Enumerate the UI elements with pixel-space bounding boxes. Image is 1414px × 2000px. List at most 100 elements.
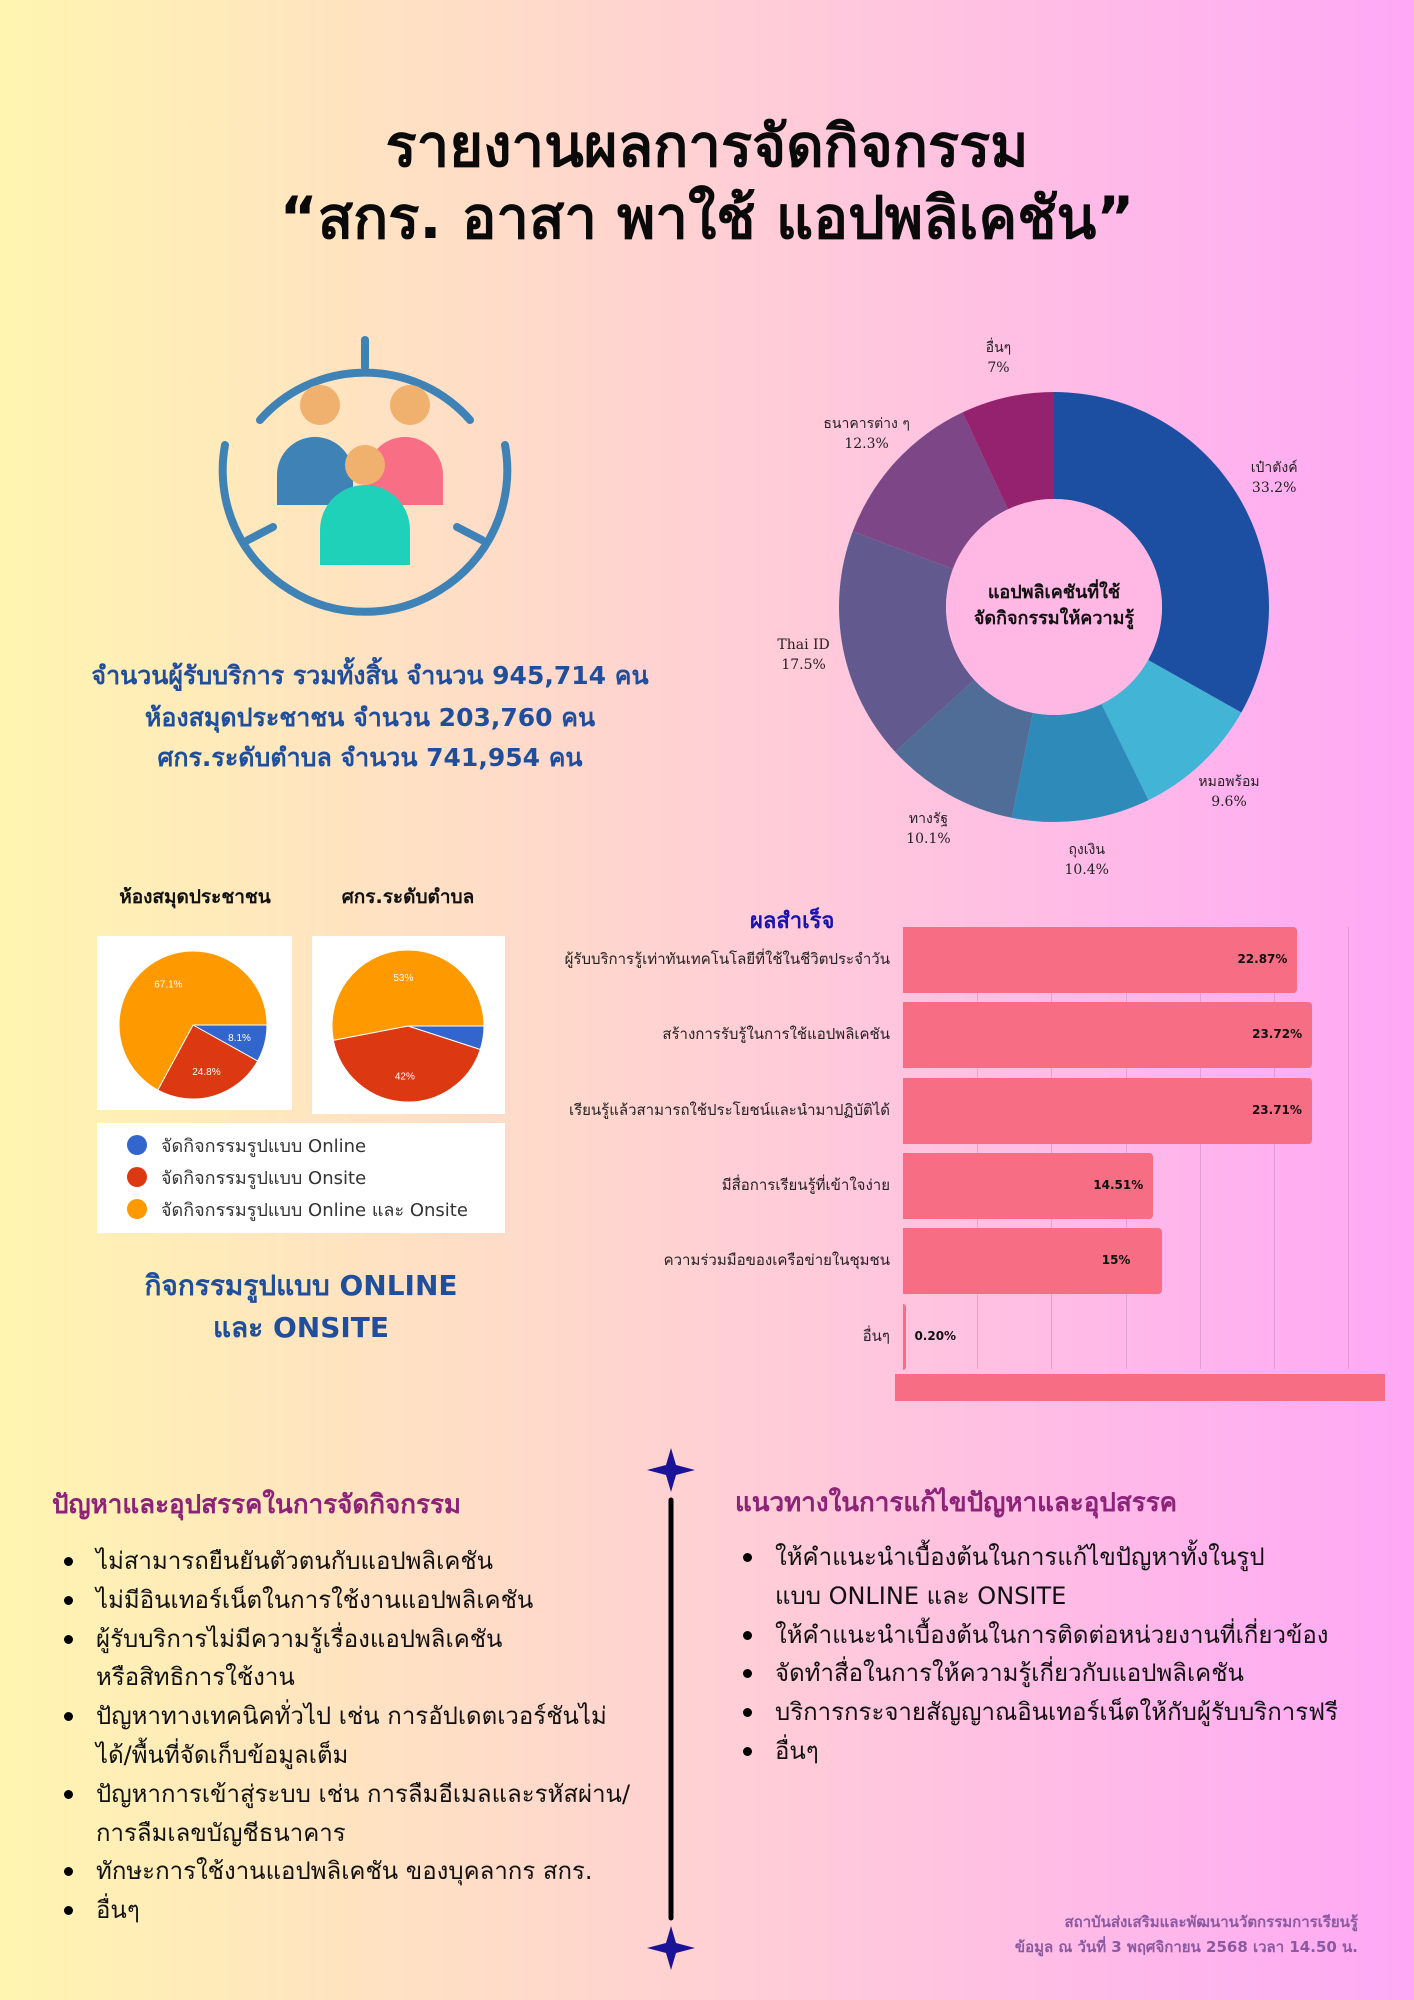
legend-item-both: จัดกิจกรรมรูปแบบ Online และ Onsite xyxy=(97,1193,505,1225)
slice-value: 33.2% xyxy=(1251,480,1297,497)
pie-slice-label: 24.8% xyxy=(192,1067,220,1078)
problem-item: อื่นๆ xyxy=(56,1891,646,1930)
mode-title-line2: และ ONSITE xyxy=(212,1311,390,1344)
donut-slice-label: Thai ID 17.5% xyxy=(734,635,874,675)
gridline xyxy=(1051,927,1053,1369)
mode-legend: จัดกิจกรรมรูปแบบ Online จัดกิจกรรมรูปแบบ… xyxy=(97,1123,505,1233)
problem-item: ไม่สามารถยืนยันตัวตนกับแอปพลิเคชัน xyxy=(56,1542,646,1581)
slice-name: Thai ID xyxy=(777,637,830,654)
bar xyxy=(903,927,1298,993)
pie-slice-label: 42% xyxy=(395,1071,415,1082)
problem-item: ทักษะการใช้งานแอปพลิเคชัน ของบุคลากร สกร… xyxy=(56,1852,646,1891)
donut-center-line2: จัดกิจกรรมให้ความรู้ xyxy=(973,608,1135,629)
legend-label: จัดกิจกรรมรูปแบบ Onsite xyxy=(161,1167,367,1189)
legend-item-online: จัดกิจกรรมรูปแบบ Online xyxy=(97,1129,505,1161)
bar-value-label: 14.51% xyxy=(1093,1177,1144,1192)
pie-slice-label: 67.1% xyxy=(154,980,182,991)
bar xyxy=(903,1228,1162,1295)
vertical-divider xyxy=(647,1448,695,1970)
donut-chart xyxy=(839,392,1269,822)
pie-slice-label: 53% xyxy=(393,973,413,984)
footer-date: ข้อมูล ณ วันที่ 3 พฤศจิกายน 2568 เวลา 14… xyxy=(1014,1938,1358,1956)
pie-slice xyxy=(118,950,268,1091)
bar-category-label: ความร่วมมือของเครือข่ายในชุมชน xyxy=(663,1251,890,1270)
slice-value: 17.5% xyxy=(781,657,826,674)
donut-slice xyxy=(895,679,1033,818)
slice-value: 10.1% xyxy=(906,830,951,847)
mode-title-line1: กิจกรรมรูปแบบ ONLINE xyxy=(144,1269,458,1302)
solution-item: ให้คำแนะนำเบื้องต้นในการติดต่อหน่วยงานที… xyxy=(735,1616,1375,1655)
bar-category-label: สร้างการรับรู้ในการใช้แอปพลิเคชัน xyxy=(662,1025,890,1044)
pie-slice xyxy=(331,949,485,1041)
people-group-icon xyxy=(218,336,512,616)
bar xyxy=(903,1077,1312,1144)
mini-pies: 8.1% 24.8% 67.1% 42% 53% xyxy=(118,949,485,1103)
solutions-list: ให้คำแนะนำเบื้องต้นในการแก้ไขปัญหาทั้งใน… xyxy=(735,1538,1375,1771)
problem-item: ปัญหาทางเทคนิคทั่วไป เช่น การอัปเดตเวอร์… xyxy=(56,1697,616,1775)
donut-slice-label: ธนาคารต่าง ๆ 12.3% xyxy=(797,414,937,454)
solution-item: อื่นๆ xyxy=(735,1732,1375,1771)
star-icon xyxy=(647,1926,695,1970)
legend-dot xyxy=(127,1167,147,1187)
footer: สถาบันส่งเสริมและพัฒนานวัตกรรมการเรียนรู… xyxy=(754,1910,1358,1960)
footer-org: สถาบันส่งเสริมและพัฒนานวัตกรรมการเรียนรู… xyxy=(1064,1913,1358,1931)
donut-slice xyxy=(852,412,1009,570)
page-title-line1: รายงานผลการจัดกิจกรรม xyxy=(385,112,1029,180)
slice-value: 9.6% xyxy=(1211,794,1247,811)
bar-value-label: 23.72% xyxy=(1252,1027,1303,1042)
donut-slice xyxy=(839,531,975,752)
donut-slice-label: อื่นๆ 7% xyxy=(928,338,1068,378)
bar-category-label: อื่นๆ xyxy=(862,1326,890,1345)
bar-category-label: มีสื่อการเรียนรู้ที่เข้าใจง่าย xyxy=(721,1175,890,1194)
bar-chart-title: ผลสำเร็จ xyxy=(750,909,835,934)
stats-total: จำนวนผู้รับบริการ รวมทั้งสิ้น จำนวน 945,… xyxy=(91,661,649,690)
donut-center-label: แอปพลิเคชันที่ใช้ จัดกิจกรรมให้ความรู้ xyxy=(954,580,1154,632)
solutions-heading: แนวทางในการแก้ไขปัญหาและอุปสรรค xyxy=(735,1488,1178,1518)
page-title-line2: “สกร. อาสา พาใช้ แอปพลิเคชัน” xyxy=(279,184,1135,252)
solution-item: ให้คำแนะนำเบื้องต้นในการแก้ไขปัญหาทั้งใน… xyxy=(735,1538,1305,1616)
solution-item: จัดทำสื่อในการให้ความรู้เกี่ยวกับแอปพลิเ… xyxy=(735,1654,1375,1693)
donut-slice xyxy=(1054,392,1269,713)
donut-slice xyxy=(962,392,1054,510)
problem-item: ไม่มีอินเทอร์เน็ตในการใช้งานแอปพลิเคชัน xyxy=(56,1581,646,1620)
donut-slice xyxy=(1011,704,1149,822)
problem-item: ผู้รับบริการไม่มีความรู้เรื่องแอปพลิเคชั… xyxy=(56,1620,536,1698)
solution-item: บริการกระจายสัญญาณอินเทอร์เน็ตให้กับผู้ร… xyxy=(735,1693,1375,1732)
slice-value: 7% xyxy=(987,360,1010,377)
legend-dot xyxy=(127,1135,147,1155)
problems-heading: ปัญหาและอุปสรรคในการจัดกิจกรรม xyxy=(52,1490,462,1520)
bar xyxy=(903,1152,1154,1219)
donut-slice-label: ถุงเงิน 10.4% xyxy=(1017,840,1157,880)
bar-category-label: เรียนรู้แล้วสามารถใช้ประโยชน์และนำมาปฏิบ… xyxy=(568,1100,890,1119)
legend-dot xyxy=(127,1199,147,1219)
stats-library: ห้องสมุดประชาชน จำนวน 203,760 คน xyxy=(144,703,596,732)
slice-name: หมอพร้อม xyxy=(1198,774,1260,791)
donut-center-line1: แอปพลิเคชันที่ใช้ xyxy=(987,582,1121,603)
pie-slice-label: 8.1% xyxy=(228,1033,251,1044)
star-icon xyxy=(647,1448,695,1492)
problems-list: ไม่สามารถยืนยันตัวตนกับแอปพลิเคชัน ไม่มี… xyxy=(56,1542,646,1930)
slice-name: ถุงเงิน xyxy=(1068,841,1105,858)
bar-chart-scrollbar[interactable] xyxy=(895,1374,1385,1401)
legend-label: จัดกิจกรรมรูปแบบ Online xyxy=(161,1135,367,1157)
slice-name: เป๋าตังค์ xyxy=(1250,460,1298,477)
pie-slice xyxy=(157,1024,259,1100)
legend-item-onsite: จัดกิจกรรมรูปแบบ Onsite xyxy=(97,1161,505,1193)
gridline xyxy=(1348,927,1349,1369)
bar-value-label: 15% xyxy=(1101,1253,1131,1268)
donut-slice-label: หมอพร้อม 9.6% xyxy=(1159,772,1299,812)
donut-slice-label: ทางรัฐ 10.1% xyxy=(858,809,998,849)
bar-value-label: 0.20% xyxy=(914,1328,957,1343)
bar xyxy=(903,1002,1313,1069)
slice-name: อื่นๆ xyxy=(985,340,1012,357)
legend-label: จัดกิจกรรมรูปแบบ Online และ Onsite xyxy=(161,1199,468,1221)
slice-name: ทางรัฐ xyxy=(908,810,949,827)
donut-hole xyxy=(946,499,1162,715)
donut-slice xyxy=(1101,660,1242,801)
pie-subdistrict-title: ศกร.ระดับตำบล xyxy=(341,886,475,908)
gridline xyxy=(1199,927,1201,1369)
bar-value-label: 22.87% xyxy=(1237,952,1288,966)
stats-subdistrict: ศกร.ระดับตำบล จำนวน 741,954 คน xyxy=(157,743,583,772)
gridline xyxy=(1125,927,1127,1369)
problem-item: ปัญหาการเข้าสู่ระบบ เช่น การลืมอีเมลและร… xyxy=(56,1775,646,1853)
